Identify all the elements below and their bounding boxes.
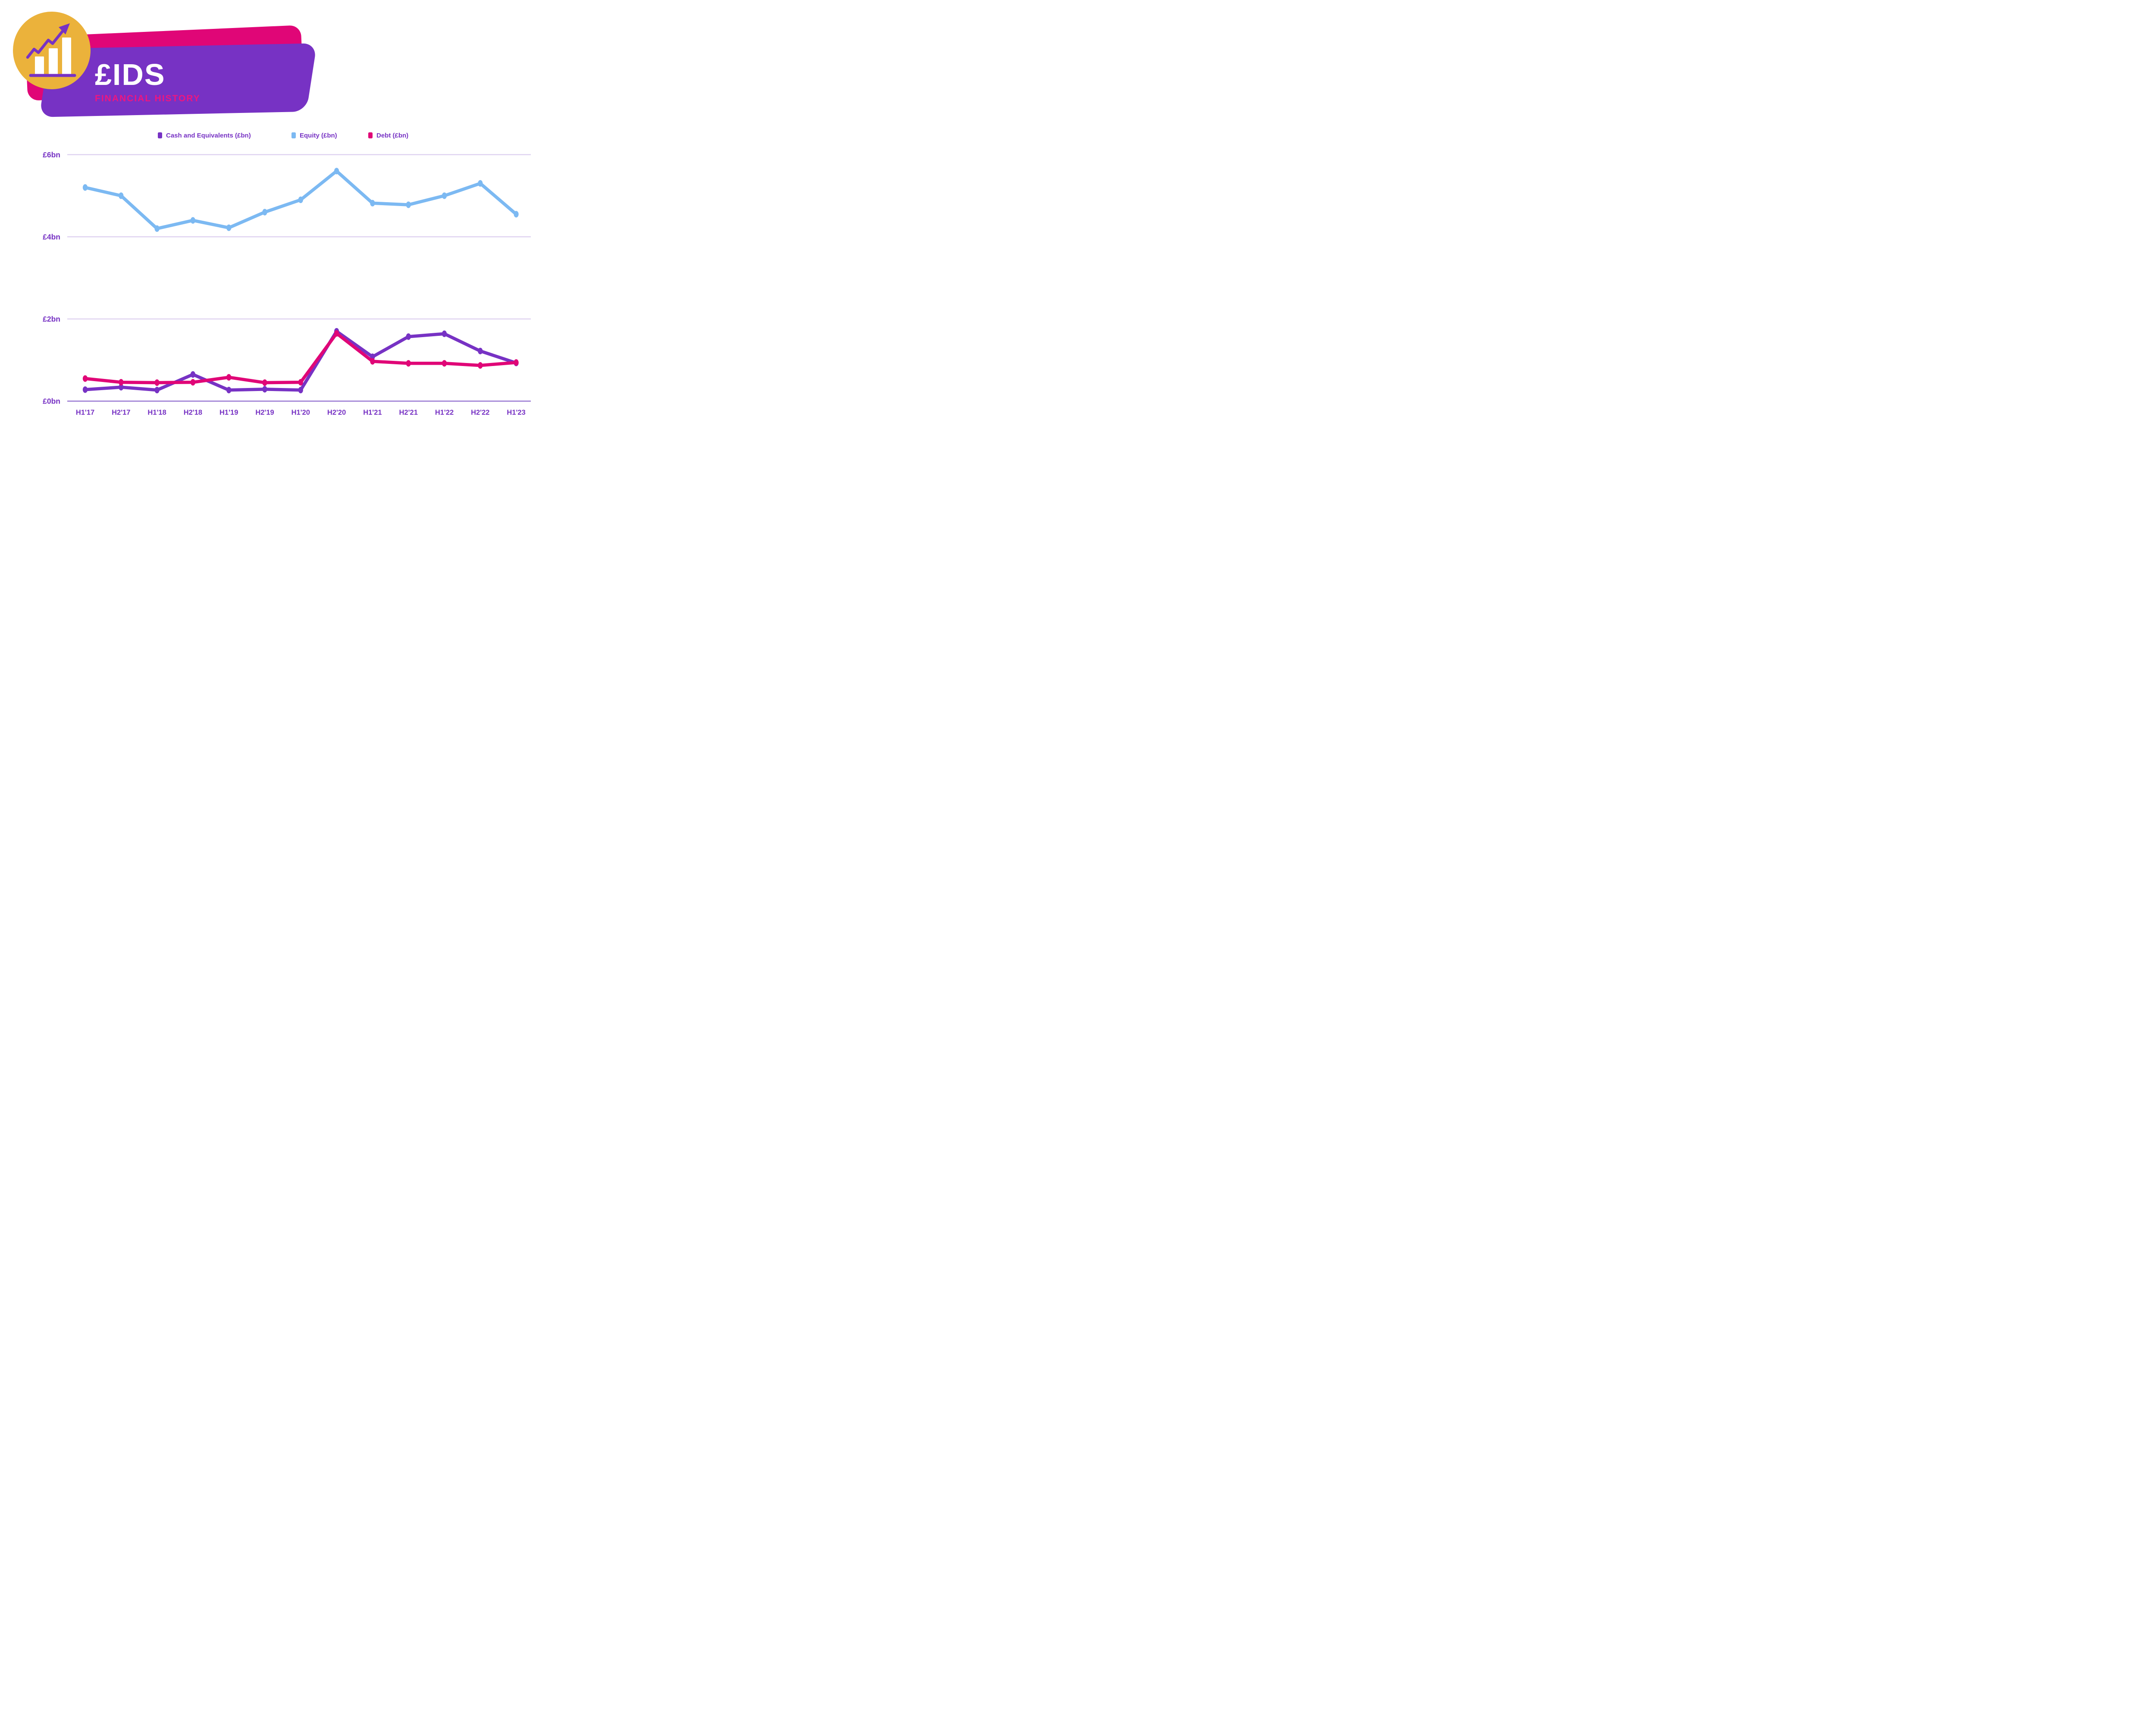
x-axis-label: H2'22 <box>471 409 489 416</box>
data-point-marker <box>82 386 88 393</box>
data-point-marker <box>154 387 160 394</box>
data-point-marker <box>298 387 303 394</box>
legend-item: Debt (£bn) <box>368 132 408 139</box>
x-axis-label: H2'20 <box>327 409 346 416</box>
page-subtitle: FINANCIAL HISTORY <box>95 94 201 103</box>
data-point-marker <box>478 347 483 354</box>
x-axis-label: H1'22 <box>435 409 454 416</box>
data-point-marker <box>82 375 88 382</box>
data-point-marker <box>262 386 267 393</box>
trend-arrow-icon <box>26 28 65 59</box>
x-axis-label: H2'21 <box>399 409 418 416</box>
data-point-marker <box>262 379 267 386</box>
page-title: £IDS <box>95 58 166 91</box>
legend-swatch-icon <box>368 132 373 138</box>
legend-swatch-icon <box>291 132 296 138</box>
data-point-marker <box>406 201 411 208</box>
data-point-marker <box>262 209 267 216</box>
y-axis-label: £4bn <box>43 232 60 241</box>
data-point-marker <box>298 196 303 203</box>
series-line <box>83 332 518 385</box>
header: £IDS FINANCIAL HISTORY <box>95 59 201 104</box>
legend-label: Debt (£bn) <box>376 131 409 139</box>
data-point-marker <box>298 379 303 386</box>
data-point-marker <box>226 224 232 231</box>
x-axis-label: H2'17 <box>112 409 130 416</box>
x-axis-label: H1'20 <box>291 409 310 416</box>
legend-swatch-icon <box>158 132 162 138</box>
data-point-marker <box>442 192 447 199</box>
legend-item: Cash and Equivalents (£bn) <box>158 132 251 139</box>
legend-label: Cash and Equivalents (£bn) <box>166 131 251 139</box>
bar-chart-icon <box>35 38 71 75</box>
legend-label: Equity (£bn) <box>300 131 337 139</box>
data-point-marker <box>226 374 232 381</box>
data-point-marker <box>226 387 232 394</box>
data-point-marker <box>406 360 411 367</box>
data-point-marker <box>514 359 519 366</box>
trend-arrow-head <box>59 23 70 34</box>
data-point-marker <box>190 379 195 386</box>
x-axis-label: H2'18 <box>184 409 202 416</box>
data-point-marker <box>190 371 195 378</box>
financial-history-infographic: £IDS FINANCIAL HISTORY Cash and Equivale… <box>0 0 575 431</box>
x-axis-label: H1'23 <box>507 409 525 416</box>
legend-item: Equity (£bn) <box>291 132 337 139</box>
data-point-marker <box>442 360 447 367</box>
x-axis-label: H1'21 <box>363 409 382 416</box>
x-axis-label: H1'18 <box>147 409 166 416</box>
x-axis-label: H1'19 <box>219 409 238 416</box>
data-point-marker <box>334 330 339 337</box>
data-point-marker <box>370 200 375 207</box>
x-axis-label: H1'17 <box>76 409 94 416</box>
data-point-marker <box>154 225 160 232</box>
y-axis-label: £2bn <box>43 315 60 323</box>
financial-history-chart: £6bn £4bn £2bn £0bn H1'17 H2'17 H1'18 H2'18 H1'1… <box>43 150 531 416</box>
data-point-marker <box>334 168 339 175</box>
data-point-marker <box>370 358 375 365</box>
data-point-marker <box>478 362 483 369</box>
growth-chart-logo-icon <box>13 12 91 89</box>
data-point-marker <box>119 384 124 391</box>
data-point-marker <box>119 379 124 386</box>
data-point-marker <box>190 217 195 224</box>
x-axis-label: H2'19 <box>255 409 274 416</box>
data-point-marker <box>154 379 160 386</box>
data-point-marker <box>406 333 411 340</box>
data-point-marker <box>442 330 447 337</box>
y-axis-label: £0bn <box>43 397 60 406</box>
y-axis-label: £6bn <box>43 150 60 159</box>
data-point-marker <box>478 180 483 187</box>
data-point-marker <box>119 192 124 199</box>
data-point-marker <box>82 184 88 191</box>
data-point-marker <box>514 211 519 218</box>
